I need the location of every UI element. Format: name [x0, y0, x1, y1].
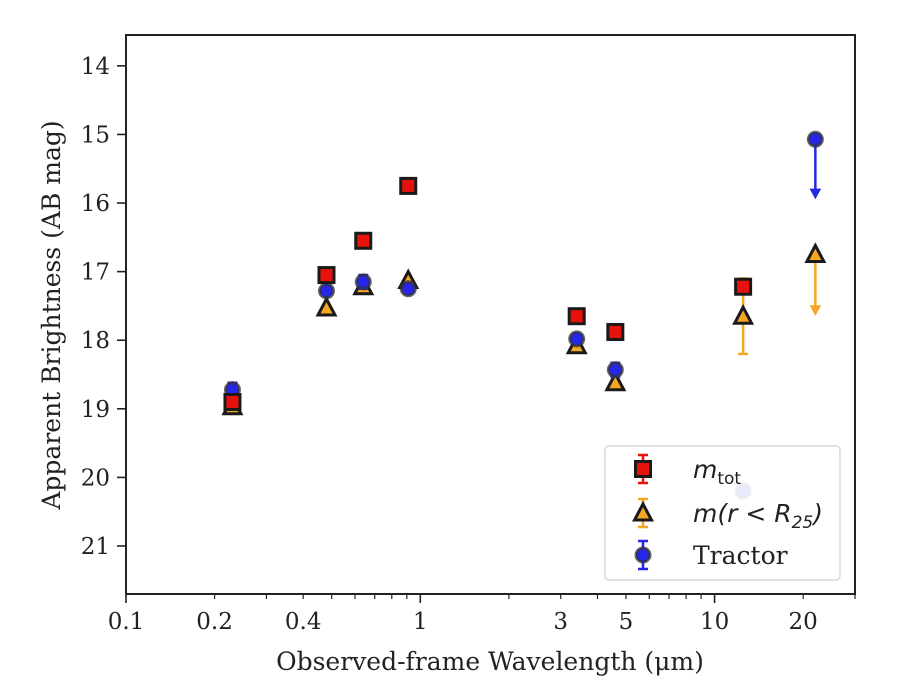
legend-label: mtot — [693, 455, 741, 489]
x-tick-label: 10 — [700, 609, 729, 635]
plot-frame — [125, 34, 856, 595]
square-marker — [567, 307, 586, 326]
x-tick-label: 0.1 — [108, 609, 145, 635]
y-tick-label: 18 — [81, 328, 110, 354]
x-tick-label: 3 — [553, 609, 568, 635]
legend-triangle-marker — [632, 500, 654, 522]
y-tick-label: 16 — [81, 191, 110, 217]
y-tick-label: 21 — [81, 534, 110, 560]
legend-square-marker — [634, 460, 652, 478]
circle-marker — [354, 273, 372, 291]
circle-marker — [606, 361, 624, 379]
legend-box — [604, 445, 841, 581]
x-tick-label: 0.4 — [285, 609, 322, 635]
y-axis-label: Apparent Brightness (AB mag) — [37, 120, 66, 510]
y-tick-label: 15 — [81, 122, 110, 148]
triangle-marker — [315, 295, 338, 317]
x-tick-label: 0.2 — [196, 609, 233, 635]
triangle-marker — [604, 370, 627, 392]
legend-label: m(r < R25) — [693, 499, 823, 533]
x-axis-label: Observed-frame Wavelength (μm) — [276, 647, 704, 676]
square-marker — [734, 277, 753, 296]
legend-circle-marker — [634, 546, 652, 564]
triangle-marker — [804, 242, 827, 263]
x-tick-label: 5 — [619, 609, 634, 635]
legend: mtot m(r < R25) Tractor — [604, 445, 841, 581]
upper-limit-arrowhead — [809, 305, 822, 316]
circle-marker — [806, 130, 824, 148]
triangle-marker — [732, 304, 755, 325]
circle-marker — [568, 330, 586, 348]
circle-marker — [399, 280, 417, 298]
square-marker — [354, 231, 373, 250]
y-tick-label: 19 — [81, 397, 110, 423]
y-tick-label: 20 — [81, 465, 110, 491]
square-marker — [606, 322, 625, 341]
legend-label: Tractor — [693, 541, 788, 570]
data-markers — [221, 130, 827, 500]
axes: 0.1 0.2 0.4 1 3 5 10 20 14 15 16 17 18 19 20 21 — [81, 54, 856, 635]
circle-marker — [317, 282, 335, 300]
upper-limit-arrowhead — [809, 188, 822, 200]
x-tick-label: 1 — [413, 609, 428, 635]
y-tick-label: 14 — [81, 54, 110, 80]
x-tick-label: 20 — [789, 609, 818, 635]
square-marker — [317, 266, 336, 285]
square-marker — [223, 392, 242, 411]
y-tick-label: 17 — [81, 260, 110, 286]
square-marker — [399, 176, 418, 195]
